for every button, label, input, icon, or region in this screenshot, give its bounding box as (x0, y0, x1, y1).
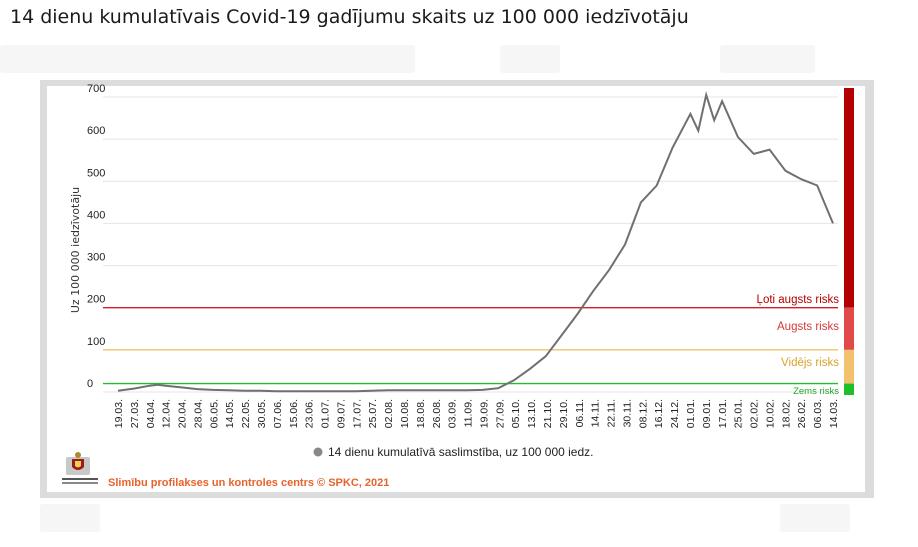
x-tick-label: 14.05. (224, 399, 236, 428)
x-tick-label: 10.02. (764, 399, 776, 428)
x-tick-label: 06.05. (208, 399, 220, 428)
x-tick-label: 12.04. (161, 399, 173, 428)
y-tick-label: 200 (87, 294, 105, 306)
y-tick-label: 400 (87, 209, 105, 221)
x-tick-label: 09.01. (701, 399, 713, 428)
x-tick-label: 23.06. (304, 399, 316, 428)
x-tick-label: 11.09. (463, 399, 475, 427)
x-tick-label: 19.03. (113, 399, 125, 428)
x-tick-label: 13.10. (526, 399, 538, 428)
chart-card (47, 86, 865, 492)
risk-labels: Ļoti augsts risks Augsts risks Vidējs risk… (757, 294, 840, 397)
gridlines (103, 96, 838, 393)
risk-bar-segment (844, 307, 854, 350)
threshold-lines (103, 307, 838, 385)
x-tick-label: 02.02. (749, 399, 761, 428)
risk-label: Vidējs risks (781, 357, 839, 369)
x-tick-label: 08.12. (637, 399, 649, 428)
x-tick-label: 28.04. (192, 399, 204, 428)
x-tick-label: 06.11. (574, 399, 586, 427)
x-tick-label: 19.09. (478, 399, 490, 428)
x-tick-label: 27.09. (494, 399, 506, 428)
x-tick-label: 30.11. (621, 399, 633, 427)
x-tick-labels: 19.03. 27.03. 04.04. 12.04. 20.04. 28.04. 06.0… (113, 399, 840, 428)
x-tick-label: 26.08. (431, 399, 443, 428)
x-tick-label: 16.12. (653, 399, 665, 428)
x-tick-label: 05.10. (510, 399, 522, 428)
risk-bar-segment (844, 349, 854, 384)
x-tick-label: 20.04. (177, 399, 189, 428)
x-tick-label: 29.10. (558, 399, 570, 428)
x-tick-label: 17.01. (717, 399, 729, 428)
x-tick-label: 26.02. (796, 399, 808, 428)
y-tick-label: 300 (87, 252, 105, 264)
x-tick-label: 24.12. (669, 399, 681, 428)
x-tick-label: 09.07. (335, 399, 347, 428)
background-placeholder (780, 504, 850, 532)
x-tick-label: 01.01. (685, 399, 697, 428)
background-placeholder (40, 504, 100, 532)
x-tick-label: 15.06. (288, 399, 300, 428)
series-line (117, 91, 834, 393)
risk-label: Ļoti augsts risks (757, 294, 840, 306)
y-tick-labels: 0 100 200 300 400 500 600 700 (87, 83, 105, 390)
x-tick-label: 01.07. (320, 399, 332, 428)
spkc-coat-of-arms-icon (62, 452, 98, 484)
risk-label: Zems risks (793, 386, 839, 397)
y-tick-label: 600 (87, 125, 105, 137)
x-tick-label: 18.02. (780, 399, 792, 428)
y-tick-label: 700 (87, 83, 105, 95)
x-tick-label: 18.08. (415, 399, 427, 428)
x-tick-label: 25.01. (733, 399, 745, 428)
x-tick-label: 02.08. (383, 399, 395, 428)
x-tick-label: 03.09. (447, 399, 459, 428)
x-tick-label: 14.03. (828, 399, 840, 428)
legend-label[interactable]: 14 dienu kumulatīvā saslimstība, uz 100 … (328, 445, 594, 459)
x-tick-label: 27.03. (129, 399, 141, 428)
risk-bar (844, 88, 854, 395)
y-tick-label: 100 (87, 336, 105, 348)
background-placeholder (500, 45, 560, 73)
legend-marker[interactable] (313, 447, 323, 457)
x-tick-label: 14.11. (590, 399, 602, 427)
x-tick-label: 17.07. (351, 399, 363, 428)
background-placeholder (0, 45, 415, 73)
x-tick-label: 22.05. (240, 399, 252, 428)
x-tick-label: 25.07. (367, 399, 379, 428)
risk-bar-segment (844, 383, 854, 395)
x-tick-label: 22.11. (606, 399, 618, 427)
risk-label: Augsts risks (777, 321, 839, 333)
y-tick-label: 500 (87, 167, 105, 179)
risk-bar-segment (844, 88, 854, 308)
y-tick-label: 0 (87, 378, 93, 390)
x-tick-label: 04.04. (145, 399, 157, 428)
x-tick-label: 21.10. (542, 399, 554, 428)
y-axis-title: Uz 100 000 iedzīvotāju (69, 187, 82, 313)
x-tick-label: 10.08. (399, 399, 411, 428)
x-tick-label: 30.05. (256, 399, 268, 428)
x-tick-label: 07.06. (272, 399, 284, 428)
page-title: 14 dienu kumulatīvais Covid-19 gadījumu … (10, 6, 689, 28)
footer-credit: Slimību profilakses un kontroles centrs … (108, 477, 389, 489)
x-tick-label: 06.03. (812, 399, 824, 428)
background-placeholder (720, 45, 815, 73)
